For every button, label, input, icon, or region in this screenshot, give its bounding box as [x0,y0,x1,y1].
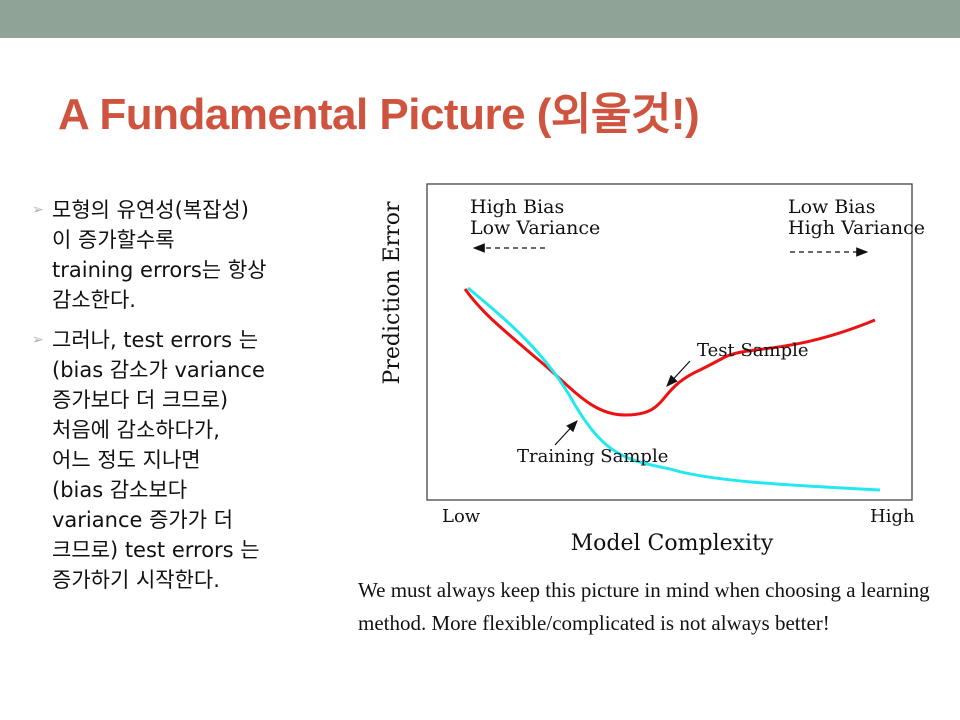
y-axis-label: Prediction Error [380,201,405,384]
x-axis-label: Model Complexity [571,531,774,556]
bullet-arrow-icon: ➢ [32,202,44,218]
left-note-line2: Low Variance [470,217,600,239]
bullet-text: 그러나, test errors 는 (bias 감소가 variance 증가… [52,328,265,592]
bullet-item: ➢ 모형의 유연성(복잡성) 이 증가할수록 training errors는 … [32,195,357,315]
slide-title: A Fundamental Picture (외울것!) [58,90,700,139]
top-color-bar [0,0,960,38]
train-pointer-arrow [554,420,578,446]
bullet-text: 모형의 유연성(복잡성) 이 증가할수록 training errors는 항상… [52,198,267,312]
training-sample-label: Training Sample [517,446,668,467]
figure-caption: We must always keep this picture in mind… [358,578,930,635]
left-note-line1: High Bias [470,196,564,218]
bullet-item: ➢ 그러나, test errors 는 (bias 감소가 variance … [32,325,357,595]
right-note-line2: High Variance [788,217,925,239]
x-low-label: Low [442,506,481,527]
plot-frame [426,183,913,501]
right-note-line1: Low Bias [788,196,875,218]
test-sample-label: Test Sample [697,340,809,361]
bullet-arrow-icon: ➢ [32,332,44,348]
x-high-label: High [870,506,915,527]
bullet-list: ➢ 모형의 유연성(복잡성) 이 증가할수록 training errors는 … [32,195,357,605]
bias-variance-figure: Prediction Error High Bias Low Variance … [380,183,925,556]
test-pointer-arrow [666,360,691,387]
training-error-curve [467,286,881,492]
test-error-curve [463,288,876,417]
